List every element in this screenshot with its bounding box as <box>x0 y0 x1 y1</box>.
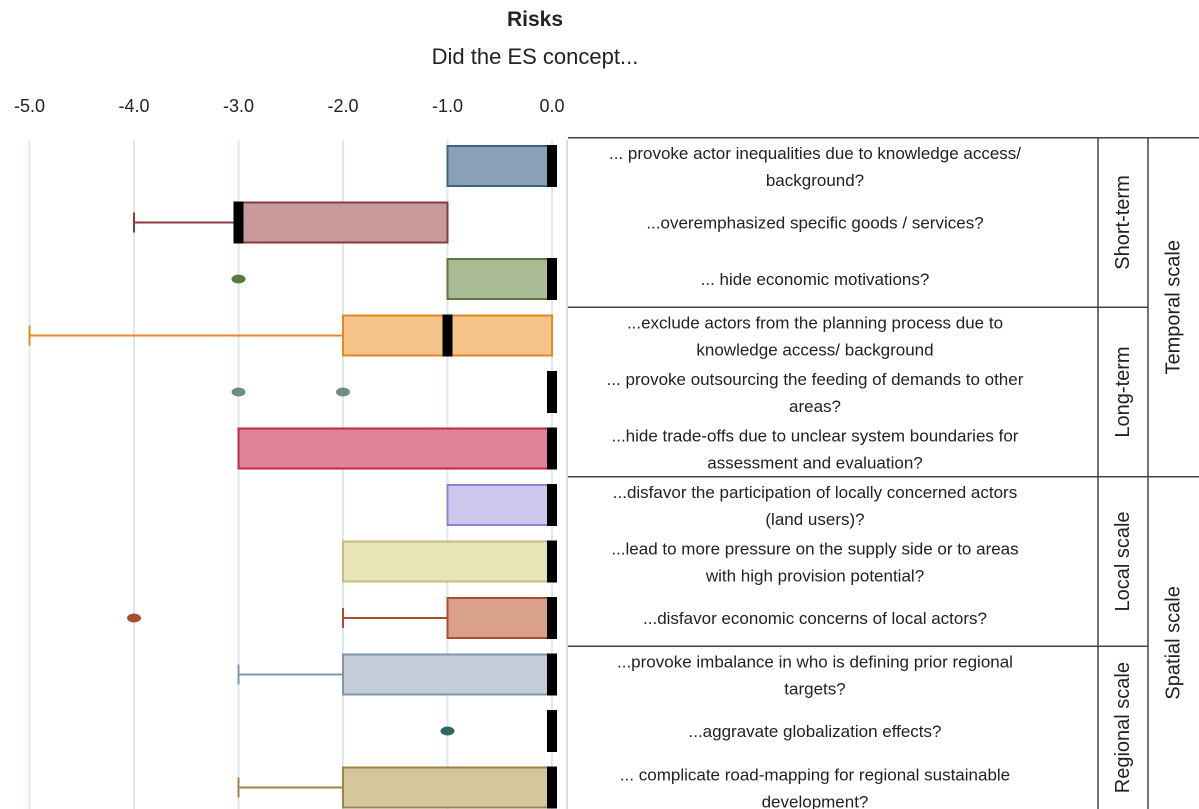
question-label: ...disfavor the participation of locally… <box>613 483 1017 502</box>
median-marker <box>547 766 557 809</box>
question-label: knowledge access/ background <box>696 341 933 360</box>
x-tick-label: -5.0 <box>14 96 45 116</box>
median-marker <box>547 653 557 696</box>
median-marker <box>547 145 557 187</box>
box <box>446 258 553 300</box>
outlier-point <box>440 726 455 736</box>
x-tick-label: -3.0 <box>223 96 254 116</box>
question-label: ...lead to more pressure on the supply s… <box>611 540 1018 559</box>
question-label: assessment and evaluation? <box>707 454 922 473</box>
x-tick-label: -1.0 <box>432 96 463 116</box>
question-label: ... complicate road-mapping for regional… <box>620 766 1010 785</box>
outlier-point <box>231 274 246 284</box>
box <box>342 766 553 809</box>
question-label: ... hide economic motivations? <box>701 270 930 289</box>
question-label: (land users)? <box>765 510 864 529</box>
group-label: Regional scale <box>1112 662 1134 793</box>
box <box>446 597 553 639</box>
question-label: ...disfavor economic concerns of local a… <box>643 609 987 628</box>
question-label: ... provoke outsourcing the feeding of d… <box>607 370 1024 389</box>
median-marker <box>547 540 557 583</box>
question-label: targets? <box>784 680 845 699</box>
question-label: ...provoke imbalance in who is defining … <box>617 653 1013 672</box>
median-marker <box>547 427 557 470</box>
question-label: areas? <box>789 397 841 416</box>
median-marker <box>547 371 557 413</box>
box <box>446 145 553 187</box>
outlier-point <box>127 613 141 623</box>
median-marker <box>547 258 557 300</box>
x-tick-label: -2.0 <box>327 96 358 116</box>
question-label: ...aggravate globalization effects? <box>689 722 942 741</box>
median-marker <box>547 710 557 752</box>
chart-subtitle: Did the ES concept... <box>431 44 639 69</box>
group-label: Short-term <box>1112 175 1134 269</box>
scale-label: Temporal scale <box>1163 240 1185 375</box>
question-label: ...overemphasized specific goods / servi… <box>646 214 983 233</box>
x-tick-label: 0.0 <box>539 96 564 116</box>
box <box>237 427 553 470</box>
median-marker <box>233 201 244 244</box>
chart-title: Risks <box>506 8 564 31</box>
question-label: ...exclude actors from the planning proc… <box>627 314 1003 333</box>
question-label: background? <box>766 171 864 190</box>
x-tick-label: -4.0 <box>118 96 149 116</box>
median-marker <box>442 314 453 357</box>
group-label: Long-term <box>1112 346 1134 437</box>
box <box>446 484 553 526</box>
question-label: ...hide trade-offs due to unclear system… <box>612 427 1019 446</box>
question-label: ... provoke actor inequalities due to kn… <box>609 144 1021 163</box>
outlier-point <box>336 387 350 397</box>
median-marker <box>547 597 557 639</box>
median-marker <box>547 484 557 526</box>
question-label: development? <box>762 793 869 809</box>
box <box>342 653 553 696</box>
question-label: with high provision potential? <box>705 567 924 586</box>
outlier-point <box>231 387 246 397</box>
group-label: Local scale <box>1112 511 1134 611</box>
box <box>237 201 449 244</box>
scale-label: Spatial scale <box>1163 586 1185 699</box>
box <box>342 540 553 583</box>
